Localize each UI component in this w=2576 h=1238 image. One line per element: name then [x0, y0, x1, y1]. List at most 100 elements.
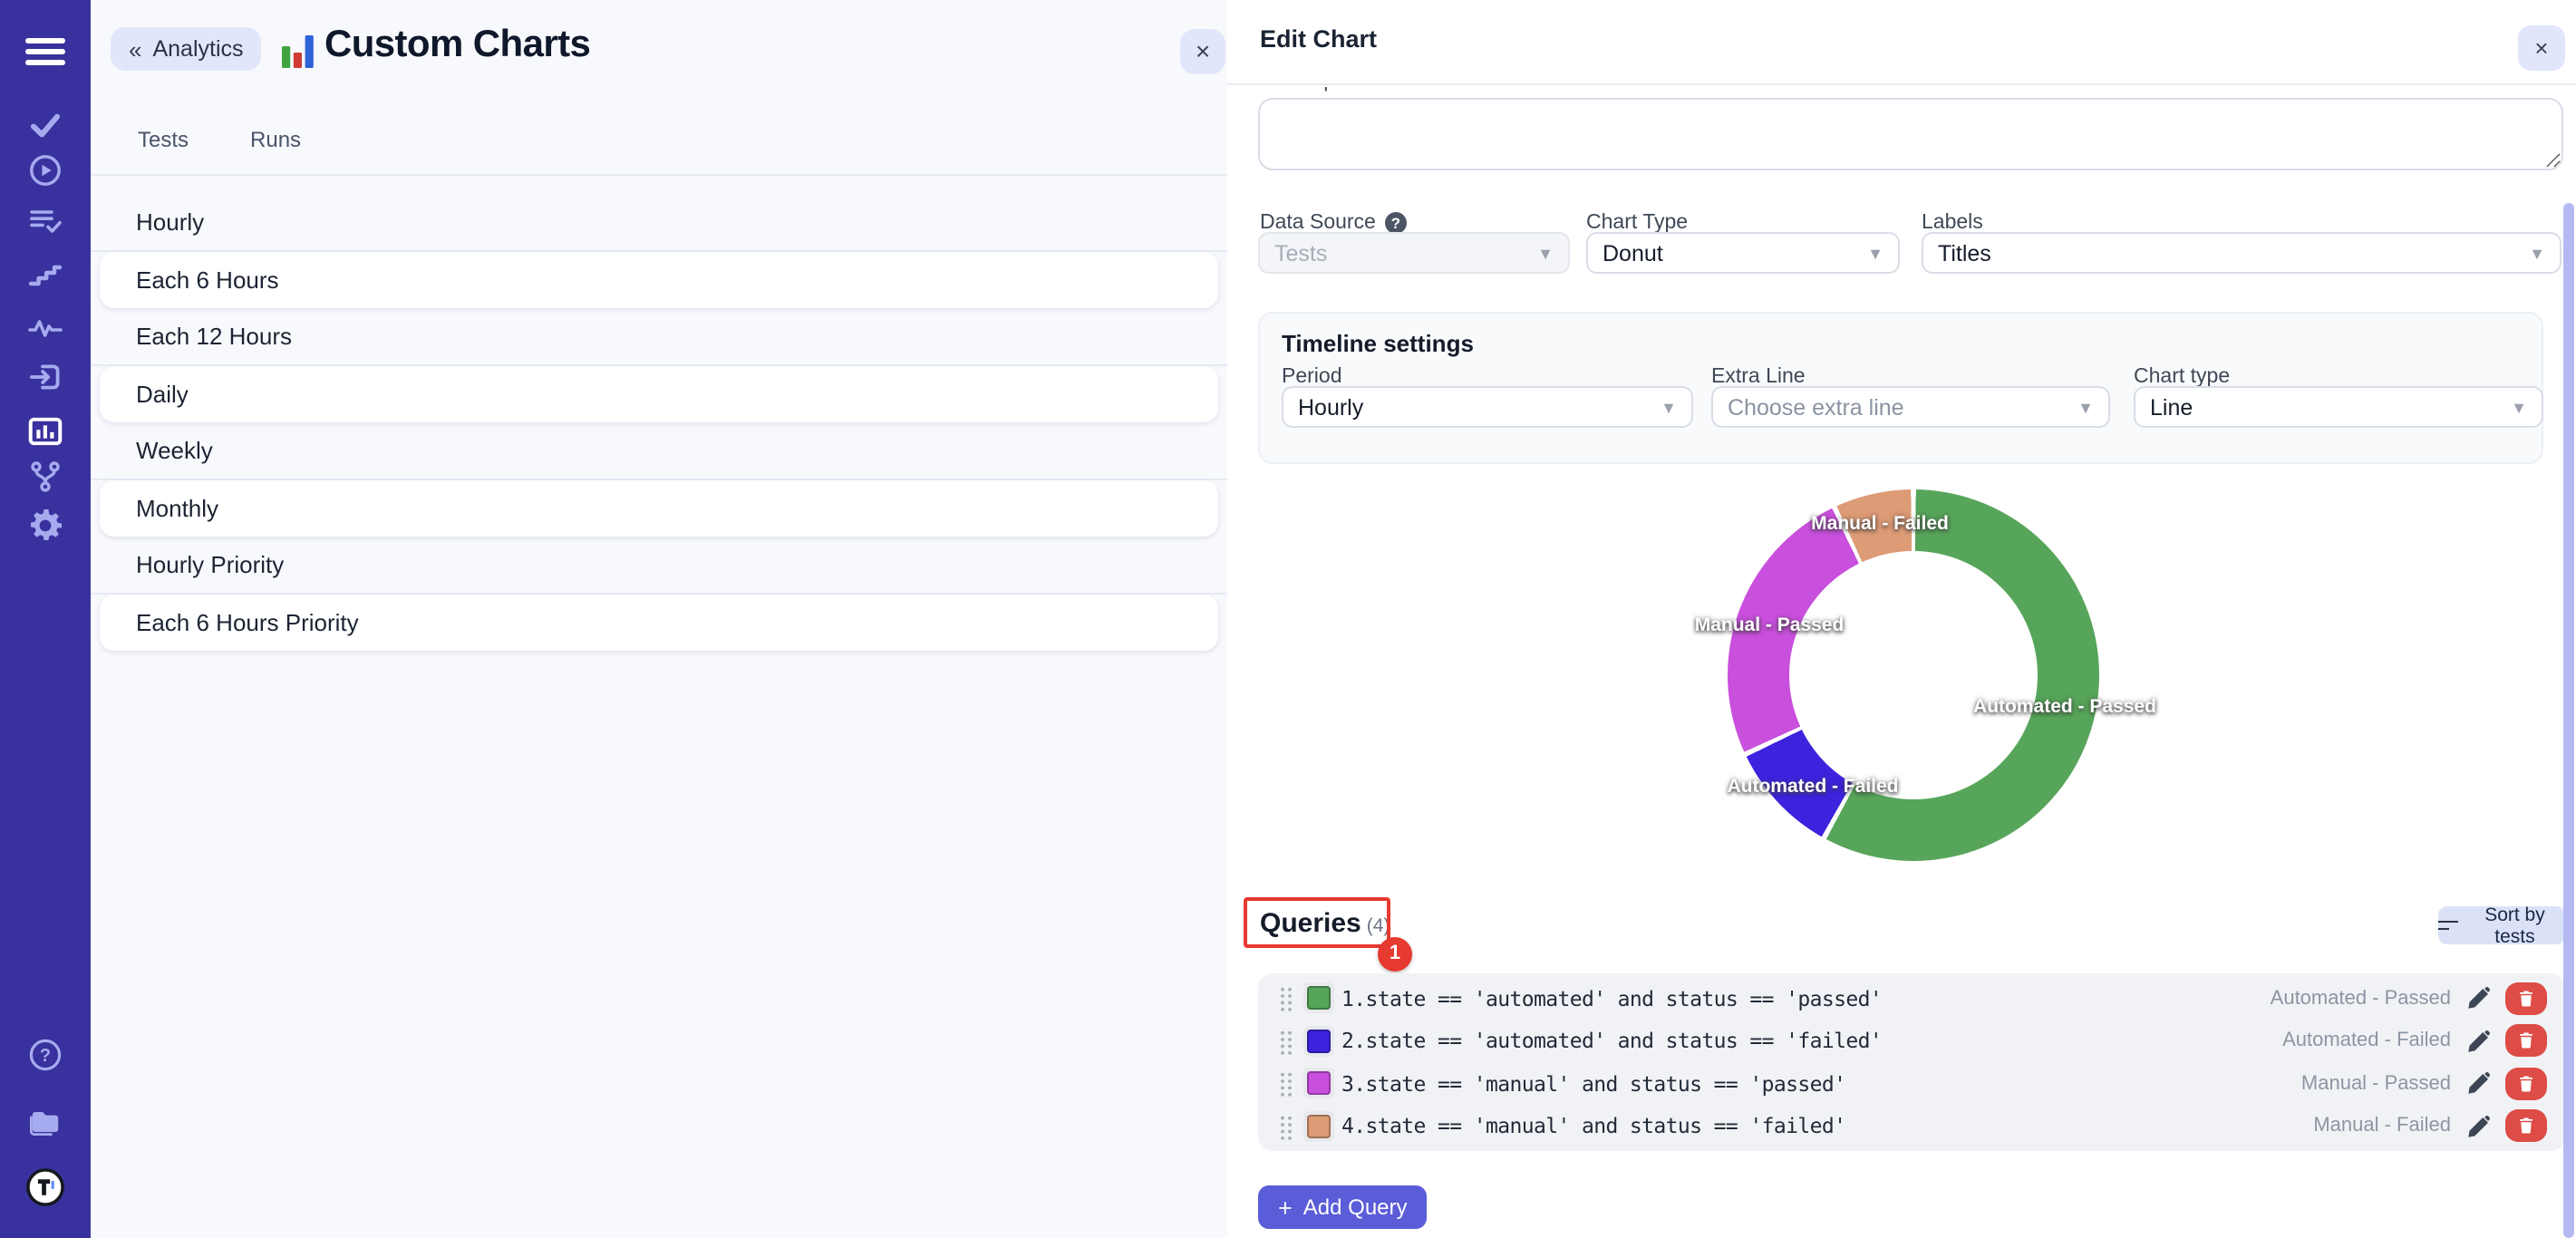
- runs-play-icon[interactable]: [27, 152, 63, 189]
- tabs: Tests Runs: [138, 127, 301, 152]
- query-text: 4.state == 'manual' and status == 'faile…: [1341, 1113, 1846, 1139]
- custom-charts-panel: « Analytics Custom Charts × Tests Runs H…: [91, 0, 1314, 1238]
- period-select[interactable]: Hourly ▼: [1282, 386, 1693, 428]
- edit-chart-drawer: Edit Chart × Description Data Source ? T…: [1227, 0, 2576, 1238]
- annotation-badge: 1: [1378, 937, 1412, 972]
- page-title: Custom Charts: [324, 24, 591, 65]
- query-row: 4.state == 'manual' and status == 'faile…: [1258, 1105, 2565, 1147]
- timeline-chart-type-select[interactable]: Line ▼: [2134, 386, 2543, 428]
- testomat-logo[interactable]: [25, 1167, 65, 1207]
- help-circle-icon[interactable]: ?: [1384, 212, 1407, 234]
- donut-hole: [1789, 551, 2038, 799]
- query-row: 3.state == 'manual' and status == 'passe…: [1258, 1062, 2565, 1105]
- labels-select[interactable]: Titles ▼: [1922, 232, 2561, 274]
- query-label: Manual - Failed: [2313, 1115, 2451, 1137]
- projects-folder-icon[interactable]: [27, 1104, 63, 1140]
- edit-pencil-icon[interactable]: [2467, 987, 2491, 1011]
- header-divider: [1227, 83, 2576, 85]
- edit-pencil-icon[interactable]: [2467, 1115, 2491, 1138]
- chart-type-select[interactable]: Donut ▼: [1586, 232, 1900, 274]
- analytics-back-label: Analytics: [152, 36, 244, 62]
- drag-handle-icon[interactable]: [1278, 1112, 1294, 1140]
- panel-close-button[interactable]: ×: [1180, 29, 1225, 74]
- query-text: 2.state == 'automated' and status == 'fa…: [1341, 1028, 1883, 1054]
- queries-count: (4): [1366, 915, 1390, 937]
- color-swatch[interactable]: [1303, 1025, 1334, 1057]
- delete-query-button[interactable]: [2505, 982, 2547, 1015]
- bar-chart-icon: [281, 31, 315, 69]
- color-swatch[interactable]: [1303, 1068, 1334, 1099]
- list-item[interactable]: Each 6 Hours: [100, 251, 1218, 308]
- query-list: 1.state == 'automated' and status == 'pa…: [1258, 973, 2565, 1151]
- period-label: Period: [1282, 366, 1342, 388]
- test-plans-icon[interactable]: [27, 203, 63, 239]
- timeline-chart-type-label: Chart type: [2134, 366, 2231, 388]
- delete-query-button[interactable]: [2505, 1109, 2547, 1143]
- query-label: Automated - Failed: [2282, 1030, 2451, 1052]
- import-icon[interactable]: [27, 359, 63, 395]
- chevron-down-icon: ▼: [1537, 244, 1554, 262]
- delete-query-button[interactable]: [2505, 1067, 2547, 1100]
- edit-pencil-icon[interactable]: [2467, 1072, 2491, 1096]
- extra-line-select[interactable]: Choose extra line ▼: [1711, 386, 2110, 428]
- drag-handle-icon[interactable]: [1278, 1027, 1294, 1055]
- list-item[interactable]: Each 12 Hours: [91, 308, 1227, 365]
- chart-list: Hourly Each 6 Hours Each 12 Hours Daily Week…: [91, 194, 1227, 651]
- list-item[interactable]: Hourly: [91, 194, 1227, 251]
- chevron-down-icon: ▼: [2077, 398, 2094, 416]
- edit-pencil-icon[interactable]: [2467, 1030, 2491, 1053]
- clipped-field-label: Description: [1267, 87, 1430, 96]
- right-scrollbar[interactable]: [2563, 203, 2573, 1238]
- chevron-down-icon: ▼: [2529, 244, 2545, 262]
- slice-label-manual-failed: Manual - Failed: [1811, 513, 1949, 535]
- chevron-down-icon: ▼: [1867, 244, 1884, 262]
- delete-query-button[interactable]: [2505, 1024, 2547, 1058]
- drag-handle-icon[interactable]: [1278, 1069, 1294, 1098]
- extra-line-label: Extra Line: [1711, 366, 1806, 388]
- list-item[interactable]: Each 6 Hours Priority: [100, 594, 1218, 651]
- query-row: 2.state == 'automated' and status == 'fa…: [1258, 1020, 2565, 1062]
- query-label: Manual - Passed: [2300, 1072, 2451, 1095]
- slice-label-manual-passed: Manual - Passed: [1694, 614, 1845, 636]
- analytics-icon[interactable]: [25, 411, 65, 451]
- pulse-icon[interactable]: [27, 310, 63, 346]
- donut-chart-area: Manual - Failed Manual - Passed Automate…: [1695, 489, 2156, 861]
- color-swatch[interactable]: [1303, 982, 1334, 1014]
- slice-label-automated-passed: Automated - Passed: [1973, 696, 2156, 718]
- tab-runs[interactable]: Runs: [250, 127, 302, 152]
- analytics-back-button[interactable]: « Analytics: [111, 27, 262, 71]
- queries-heading: Queries (4): [1260, 908, 1390, 939]
- menu-icon[interactable]: [25, 38, 65, 65]
- list-item[interactable]: Monthly: [100, 479, 1218, 537]
- sort-icon: [2438, 918, 2458, 933]
- chart-title-textarea[interactable]: [1258, 98, 2563, 170]
- query-row: 1.state == 'automated' and status == 'pa…: [1258, 977, 2565, 1020]
- tests-check-icon[interactable]: [27, 107, 63, 143]
- annotation-box: [1244, 897, 1390, 948]
- query-text: 3.state == 'manual' and status == 'passe…: [1341, 1070, 1846, 1097]
- edit-chart-title: Edit Chart: [1260, 25, 1378, 53]
- color-swatch[interactable]: [1303, 1110, 1334, 1142]
- edit-chart-close-button[interactable]: ×: [2518, 25, 2565, 71]
- list-item[interactable]: Hourly Priority: [91, 537, 1227, 594]
- help-icon[interactable]: ?: [27, 1037, 63, 1073]
- data-source-label: Data Source ?: [1260, 212, 1407, 234]
- list-item[interactable]: Weekly: [91, 422, 1227, 479]
- milestones-stairs-icon[interactable]: [27, 257, 63, 294]
- branches-icon[interactable]: [27, 459, 63, 495]
- drag-handle-icon[interactable]: [1278, 984, 1294, 1012]
- tab-tests[interactable]: Tests: [138, 127, 189, 152]
- data-source-select[interactable]: Tests ▼: [1258, 232, 1570, 274]
- add-query-button[interactable]: + Add Query: [1258, 1185, 1428, 1229]
- slice-label-automated-failed: Automated - Failed: [1727, 776, 1899, 798]
- svg-text:?: ?: [40, 1046, 51, 1066]
- settings-gear-icon[interactable]: [27, 508, 63, 544]
- chevron-down-icon: ▼: [2511, 398, 2527, 416]
- list-item[interactable]: Daily: [100, 365, 1218, 422]
- timeline-settings-card: Timeline settings Period Hourly ▼ Extra L…: [1258, 312, 2543, 464]
- sidebar: ?: [0, 0, 91, 1238]
- sort-by-tests-button[interactable]: Sort by tests: [2438, 904, 2565, 947]
- chevron-down-icon: ▼: [1661, 398, 1677, 416]
- chevron-double-left-icon: «: [129, 35, 142, 63]
